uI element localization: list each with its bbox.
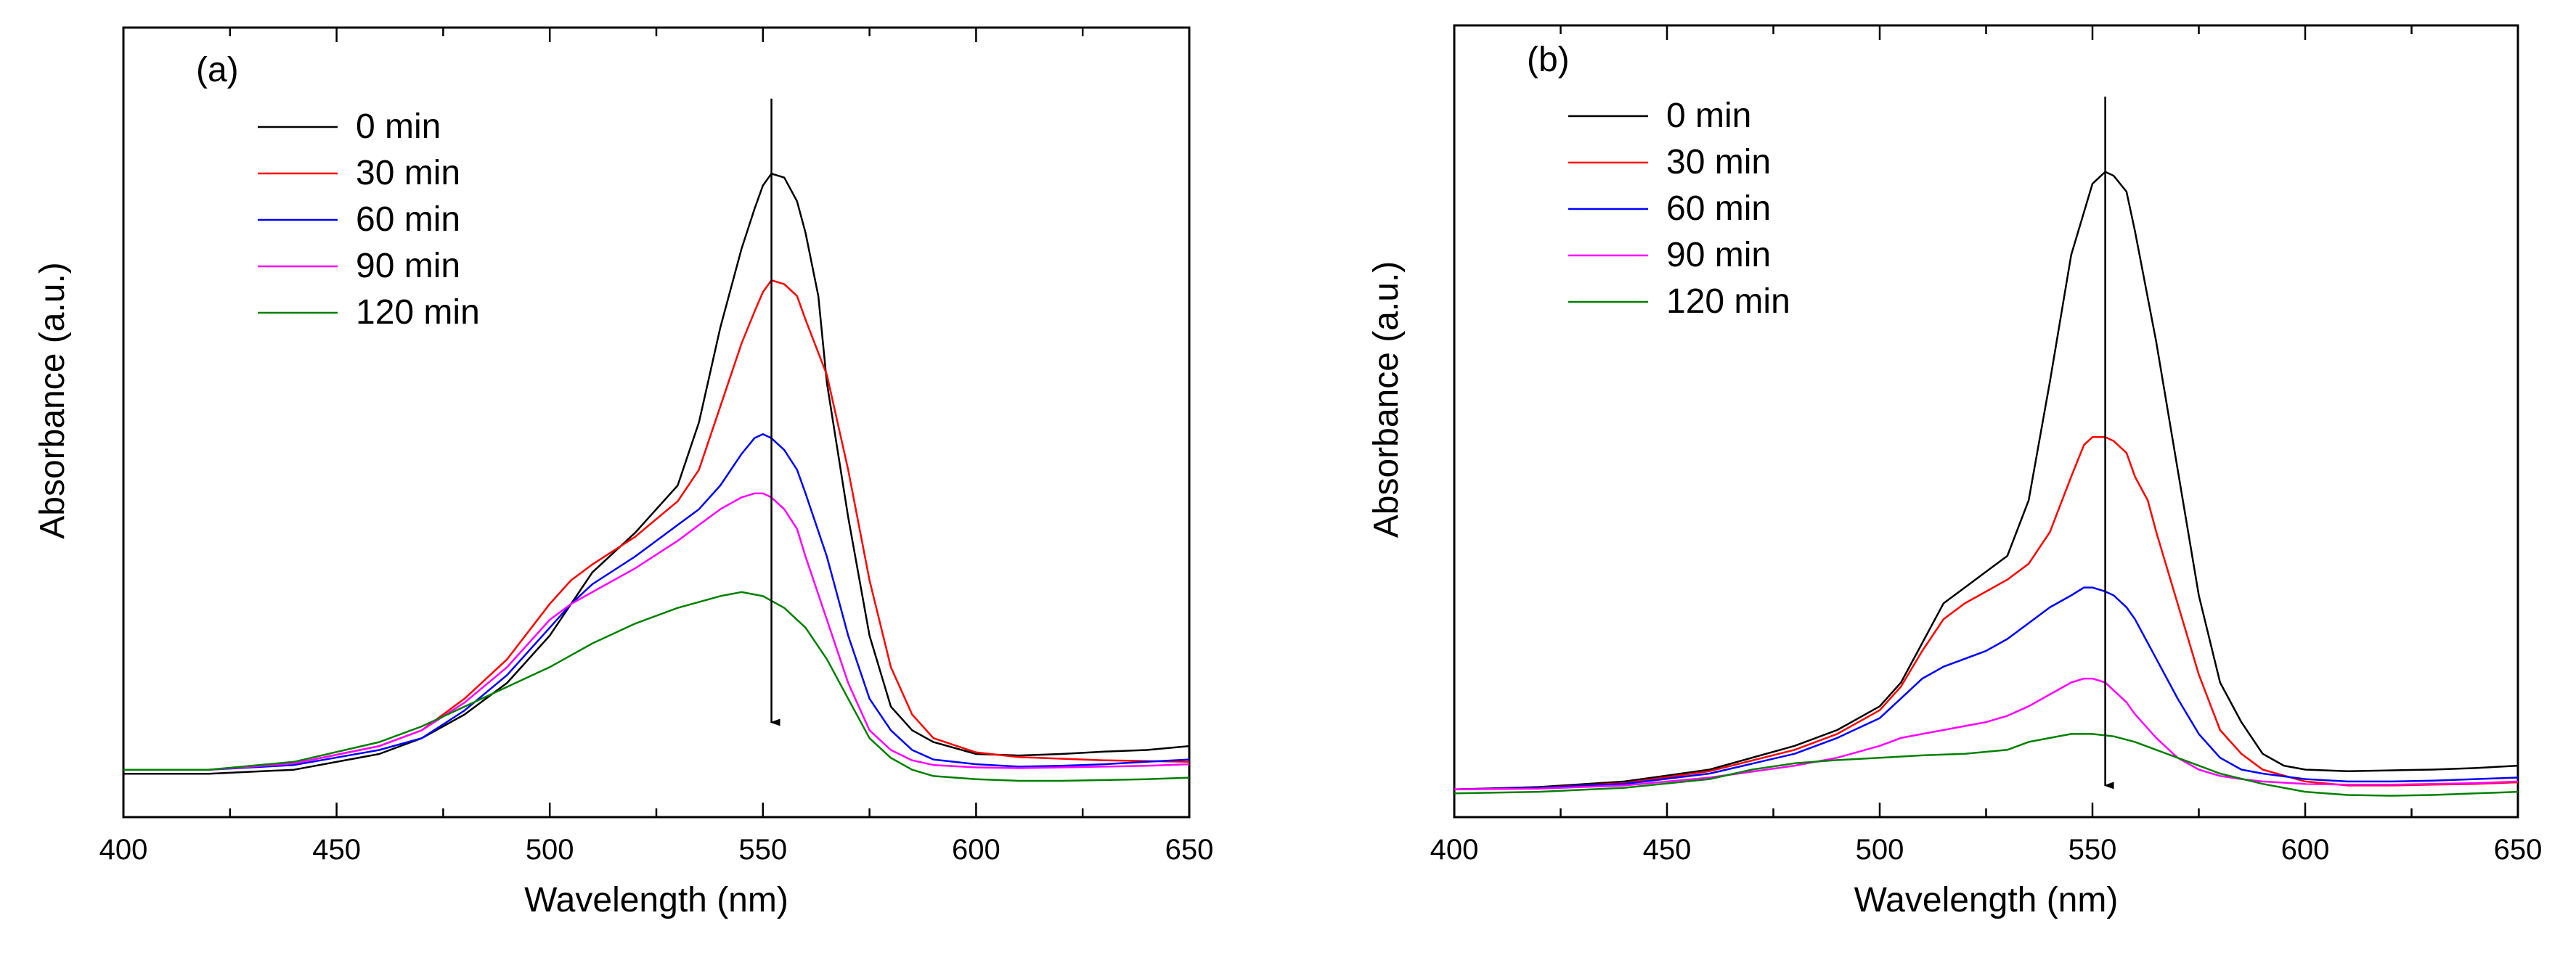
x-axis-label: Wavelength (nm) (524, 881, 788, 919)
legend-entry: 90 min (1666, 236, 1771, 274)
legend-entry: 60 min (356, 200, 460, 239)
legend-entry: 120 min (356, 293, 480, 332)
legend-entry: 90 min (356, 247, 460, 285)
panel-a: 400 450 500 550 600 650 Wavelength (nm) Absorba… (33, 26, 1214, 919)
y-axis-label: Absorbance (a.u.) (1367, 261, 1406, 538)
x-tick-label: 550 (738, 834, 787, 866)
x-tick-label: 500 (1856, 834, 1904, 866)
legend-entry: 60 min (1666, 189, 1771, 228)
series-line-90-min (123, 492, 1190, 771)
series-line-30-min (123, 279, 1190, 771)
x-tick-label: 400 (1430, 834, 1479, 866)
legend-entry: 30 min (356, 154, 460, 192)
series-line-120-min (123, 591, 1190, 782)
series-line-0-min (1454, 171, 2519, 791)
legend-entry: 0 min (356, 107, 441, 146)
series-line-120-min (1454, 733, 2519, 797)
x-tick-label: 550 (2068, 834, 2117, 866)
panel-b: 400 450 500 550 600 650 Wavelength (nm) Absorba… (1367, 24, 2543, 919)
x-tick-label: 450 (1643, 834, 1692, 866)
x-tick-label: 450 (312, 834, 361, 866)
x-tick-label: 650 (2494, 834, 2543, 866)
x-axis-label: Wavelength (nm) (1854, 881, 2119, 919)
series-line-60-min (1454, 586, 2519, 791)
x-tick-label: 600 (2281, 834, 2330, 866)
series-line-0-min (123, 173, 1190, 775)
series-line-30-min (1454, 436, 2519, 791)
x-tick-label: 650 (1165, 834, 1214, 866)
legend-entry: 30 min (1666, 143, 1771, 181)
x-tick-label: 400 (99, 834, 148, 866)
series-line-60-min (123, 433, 1190, 771)
panel-label: (b) (1527, 41, 1570, 79)
x-tick-label: 600 (952, 834, 1000, 866)
y-axis-label: Absorbance (a.u.) (33, 262, 72, 539)
x-tick-label: 500 (526, 834, 574, 866)
legend-entry: 0 min (1666, 97, 1751, 135)
legend-entry: 120 min (1666, 282, 1790, 321)
series-line-90-min (1454, 677, 2519, 791)
panel-label: (a) (196, 51, 239, 89)
